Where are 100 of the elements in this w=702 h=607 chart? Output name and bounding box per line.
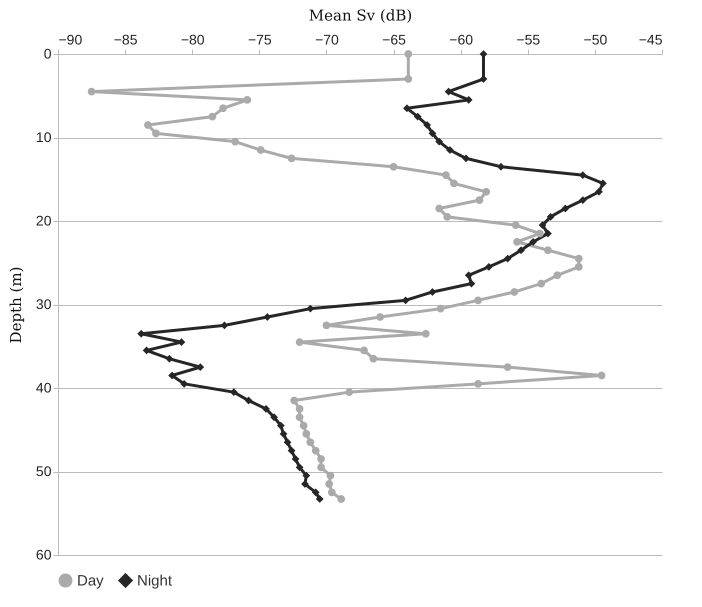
- point: [264, 313, 272, 321]
- point: [219, 104, 227, 112]
- point: [290, 396, 298, 404]
- point: [370, 354, 378, 363]
- point: [231, 138, 240, 146]
- point: [599, 180, 607, 188]
- point: [284, 438, 292, 446]
- point: [243, 96, 252, 104]
- point: [474, 296, 482, 304]
- point: [302, 430, 310, 438]
- point: [337, 495, 346, 503]
- point: [450, 180, 458, 188]
- point: [436, 304, 444, 313]
- point: [404, 50, 412, 58]
- point: [317, 463, 325, 472]
- point: [513, 238, 521, 246]
- point: [168, 372, 176, 380]
- point: [464, 271, 473, 280]
- point: [474, 380, 482, 388]
- point: [328, 488, 336, 496]
- x-tick-label: −50: [584, 32, 608, 48]
- point: [529, 238, 538, 246]
- point: [88, 88, 96, 96]
- point: [578, 171, 587, 179]
- point: [296, 463, 304, 472]
- point: [220, 322, 228, 330]
- point: [504, 254, 512, 262]
- point: [482, 188, 490, 196]
- point: [292, 455, 300, 463]
- y-tick-label: 30: [36, 296, 52, 312]
- point: [152, 129, 160, 138]
- point: [296, 405, 304, 413]
- point: [317, 455, 325, 463]
- point: [595, 188, 603, 196]
- y-axis-title: Depth (m): [6, 266, 25, 344]
- point: [306, 304, 314, 313]
- point: [544, 230, 552, 238]
- point: [544, 246, 552, 254]
- x-tick-label: −65: [382, 32, 406, 48]
- point: [288, 154, 296, 162]
- point: [276, 422, 285, 430]
- point: [443, 212, 452, 221]
- point: [574, 254, 583, 262]
- point: [422, 330, 430, 338]
- point: [512, 221, 520, 230]
- point: [301, 480, 309, 488]
- point: [288, 446, 296, 454]
- point: [325, 480, 333, 488]
- x-tick-label: −60: [449, 32, 474, 48]
- point: [360, 346, 368, 354]
- point: [270, 413, 278, 422]
- point: [296, 338, 304, 346]
- x-tick-label: −90: [58, 32, 82, 48]
- point: [428, 129, 436, 138]
- point: [230, 388, 238, 396]
- point: [256, 146, 265, 154]
- point: [484, 263, 493, 271]
- point: [538, 221, 546, 230]
- point: [428, 288, 436, 296]
- x-tick-label: −75: [248, 32, 272, 48]
- point: [296, 413, 304, 422]
- point: [322, 322, 330, 330]
- legend-label: Day: [77, 572, 104, 590]
- point: [598, 372, 606, 380]
- point: [435, 204, 444, 212]
- y-tick-label: 50: [36, 463, 52, 479]
- point: [423, 121, 431, 129]
- point: [504, 363, 512, 371]
- point: [262, 405, 270, 413]
- point: [302, 472, 310, 480]
- point: [280, 430, 288, 438]
- point: [390, 162, 398, 171]
- point: [166, 354, 174, 363]
- point: [468, 280, 476, 288]
- y-tick-label: 10: [36, 129, 52, 145]
- x-tick-label: −70: [315, 32, 340, 48]
- point: [414, 112, 422, 120]
- y-tick-label: 0: [44, 46, 52, 62]
- point: [553, 271, 562, 280]
- point: [435, 138, 444, 146]
- point: [510, 288, 518, 296]
- y-tick-label: 20: [36, 212, 52, 228]
- point: [446, 146, 454, 154]
- point: [442, 171, 450, 179]
- x-tick-label: −85: [114, 32, 138, 48]
- point: [561, 204, 570, 212]
- point: [404, 75, 412, 83]
- point: [300, 422, 308, 430]
- x-tick-label: −55: [516, 32, 540, 48]
- point: [402, 296, 410, 304]
- point: [574, 263, 583, 271]
- y-tick-label: 40: [36, 380, 52, 396]
- point: [578, 196, 587, 204]
- point: [306, 438, 314, 446]
- point: [345, 388, 354, 396]
- point: [144, 121, 152, 129]
- point: [536, 230, 544, 238]
- x-tick-label: −45: [638, 32, 663, 48]
- point: [376, 313, 384, 321]
- point: [316, 495, 324, 503]
